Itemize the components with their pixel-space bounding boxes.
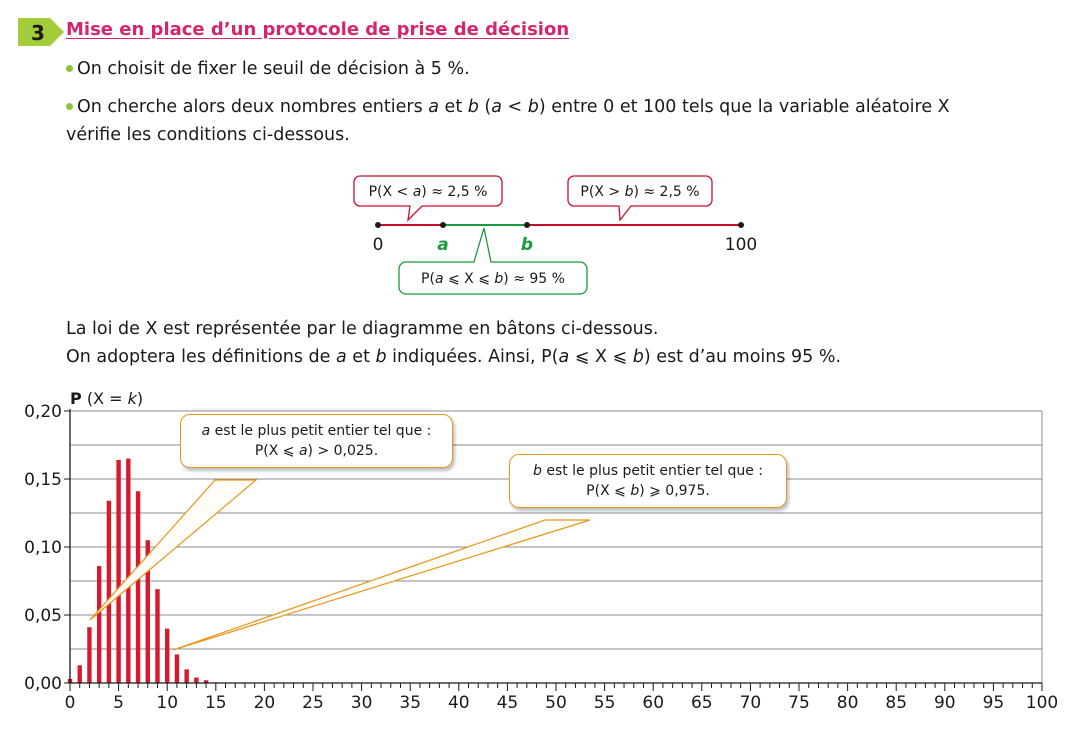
- bar-k-5: [116, 459, 121, 683]
- definition-sentence: On adoptera les définitions de a et b in…: [66, 347, 842, 367]
- label-b: b: [521, 235, 533, 255]
- bubble-right-text: P(X > b) ≈ 2,5 %: [580, 184, 699, 200]
- bar-k-14: [203, 680, 209, 683]
- bubble-left: [353, 175, 503, 222]
- callout-a: a est le plus petit entier tel que : P(X…: [180, 414, 453, 468]
- bar-k-10: [165, 628, 170, 683]
- bubble-right: [567, 175, 713, 222]
- bar-k-12: [184, 669, 189, 683]
- x-tick-label: 70: [740, 693, 762, 713]
- x-tick-label: 65: [691, 693, 713, 713]
- bar-k-11: [174, 654, 180, 683]
- point-a: [440, 222, 446, 228]
- bar-k-4: [106, 500, 112, 683]
- y-tick-label: 0,00: [24, 674, 62, 694]
- y-axis-label: P (X = k): [70, 389, 143, 408]
- section-title: Mise en place d’un protocole de prise de…: [66, 19, 570, 40]
- y-tick-label: 0,10: [24, 538, 62, 558]
- y-tick-label: 0,15: [24, 470, 62, 490]
- bullet-icon: [66, 65, 73, 72]
- bar-k-13: [194, 677, 199, 683]
- bullet-icon: [66, 103, 73, 110]
- bar-k-1: [77, 665, 82, 683]
- bar-k-9: [155, 589, 160, 683]
- bubble-middle-text: P(a ⩽ X ⩽ b) ≈ 95 %: [421, 271, 565, 287]
- x-tick-label: 85: [885, 693, 907, 713]
- law-description: La loi de X est représentée par le diagr…: [66, 319, 659, 339]
- point-b: [524, 222, 530, 228]
- callout-b: b est le plus petit entier tel que : P(X…: [509, 454, 787, 508]
- bar-k-7: [135, 491, 141, 683]
- bar-k-8: [145, 540, 150, 683]
- bar-k-6: [126, 458, 131, 683]
- x-tick-label: 55: [594, 693, 616, 713]
- y-tick-label: 0,05: [24, 606, 62, 626]
- y-tick-label: 0,20: [24, 402, 62, 422]
- callout-a-pointer: [89, 479, 258, 621]
- x-tick-label: 50: [545, 693, 567, 713]
- x-tick-label: 20: [254, 693, 276, 713]
- x-tick-label: 30: [351, 693, 373, 713]
- x-tick-label: 40: [448, 693, 470, 713]
- x-tick-label: 15: [205, 693, 227, 713]
- bubble-middle: [398, 227, 588, 295]
- point-100: [738, 222, 744, 228]
- bar-chart: 0 5 10 15 20 25 30 35 40 45 50 55 60 65 70 75 80 85 90 95 10…: [24, 389, 1058, 713]
- x-tick-label: 75: [788, 693, 810, 713]
- point-0: [375, 222, 381, 228]
- x-tick-label: 90: [934, 693, 956, 713]
- section-number: 3: [31, 21, 45, 45]
- label-a: a: [437, 235, 448, 255]
- axis-layer: 0 5 10 15 20 25 30 35 40 45 50 55 60 65 70 75 80 85 90 95 10…: [24, 402, 1058, 713]
- callout-b-pointer: [172, 519, 591, 651]
- bar-k-3: [96, 566, 102, 683]
- x-tick-label: 0: [65, 693, 76, 713]
- decision-diagram: 0 a b 100 P(X < a) ≈ 2,5 % P(X > b) ≈ 2,…: [353, 175, 757, 295]
- x-tick-label: 5: [113, 693, 124, 713]
- bar-k-2: [87, 627, 92, 683]
- bullet-search: On cherche alors deux nombres entiers a …: [66, 93, 950, 121]
- bubble-left-text: P(X < a) ≈ 2,5 %: [369, 184, 488, 200]
- label-100: 100: [725, 235, 757, 255]
- bullet-search-line2: vérifie les conditions ci-dessous.: [66, 125, 350, 145]
- x-tick-label: 80: [837, 693, 859, 713]
- x-tick-label: 35: [399, 693, 421, 713]
- x-tick-label: 60: [642, 693, 664, 713]
- bar-layer: [67, 458, 218, 683]
- x-tick-label: 45: [497, 693, 519, 713]
- section-number-badge: 3: [18, 18, 64, 46]
- x-tick-label: 10: [156, 693, 178, 713]
- x-tick-label: 100: [1026, 693, 1058, 713]
- x-tick-label: 25: [302, 693, 324, 713]
- bullet-threshold: On choisit de fixer le seuil de décision…: [66, 55, 470, 83]
- label-0: 0: [373, 235, 384, 255]
- x-tick-label: 95: [983, 693, 1005, 713]
